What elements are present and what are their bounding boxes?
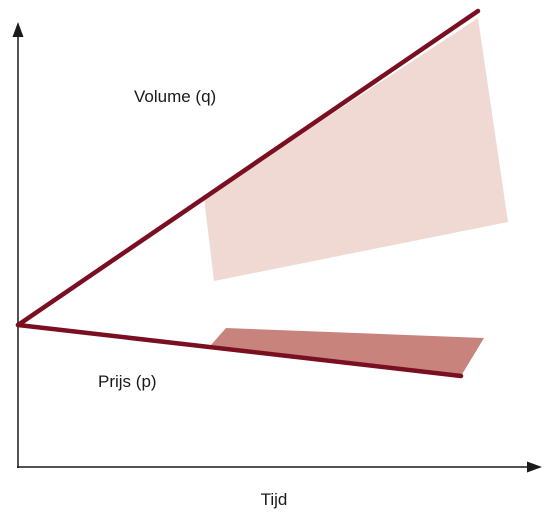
- volume-line: [15, 8, 481, 328]
- y-axis-arrowhead: [12, 22, 24, 37]
- price-label: Prijs (p): [98, 372, 157, 391]
- x-axis-arrowhead: [527, 461, 542, 473]
- volume-shaded-area: [204, 18, 508, 281]
- x-axis-label: Tijd: [261, 490, 288, 509]
- volume-label: Volume (q): [134, 87, 216, 106]
- price-line: [15, 322, 464, 379]
- price-shaded-area: [211, 328, 484, 376]
